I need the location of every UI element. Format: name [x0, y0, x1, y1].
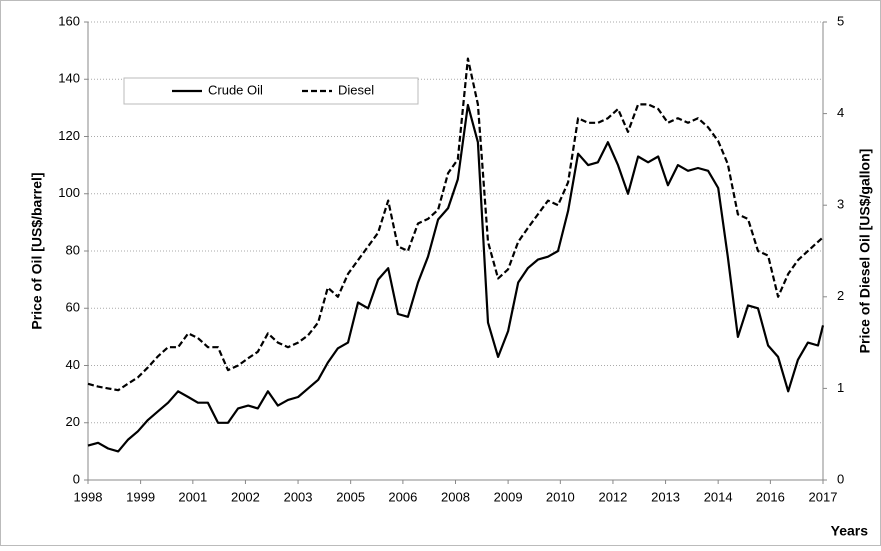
- y2-axis-title: Price of Diesel Oil [US$/gallon]: [857, 149, 873, 354]
- y-tick-label: 0: [73, 471, 80, 486]
- y-tick-label: 60: [66, 300, 80, 315]
- x-tick-label: 2005: [336, 489, 365, 504]
- x-tick-label: 1998: [74, 489, 103, 504]
- x-tick-label: 2008: [441, 489, 470, 504]
- y2-tick-label: 4: [837, 105, 844, 120]
- x-tick-label: 2006: [388, 489, 417, 504]
- series-line: [87, 57, 824, 392]
- x-tick-label: 2009: [494, 489, 523, 504]
- y-tick-label: 40: [66, 357, 80, 372]
- y-tick-label: 100: [58, 185, 80, 200]
- x-tick-label: 2012: [598, 489, 627, 504]
- x-tick-label: 2001: [178, 489, 207, 504]
- y2-tick-label: 1: [837, 380, 844, 395]
- y-tick-label: 120: [58, 128, 80, 143]
- x-tick-label: 2014: [704, 489, 733, 504]
- y-tick-label: 140: [58, 71, 80, 86]
- x-tick-label: 2010: [546, 489, 575, 504]
- y2-tick-label: 2: [837, 288, 844, 303]
- legend-label: Diesel: [338, 82, 374, 97]
- x-axis-title: Years: [831, 523, 869, 539]
- legend-label: Crude Oil: [208, 82, 263, 97]
- y-axis-title: Price of Oil [US$/barrel]: [29, 172, 45, 329]
- y-tick-label: 20: [66, 414, 80, 429]
- x-tick-label: 2002: [231, 489, 260, 504]
- y-tick-label: 80: [66, 242, 80, 257]
- series-line: [87, 103, 825, 453]
- y2-tick-label: 5: [837, 13, 844, 28]
- x-tick-label: 2017: [809, 489, 838, 504]
- x-tick-label: 2016: [756, 489, 785, 504]
- y2-tick-label: 0: [837, 471, 844, 486]
- y2-tick-label: 3: [837, 197, 844, 212]
- x-tick-label: 1999: [126, 489, 155, 504]
- x-tick-label: 2013: [651, 489, 680, 504]
- y-tick-label: 160: [58, 13, 80, 28]
- x-tick-label: 2003: [284, 489, 313, 504]
